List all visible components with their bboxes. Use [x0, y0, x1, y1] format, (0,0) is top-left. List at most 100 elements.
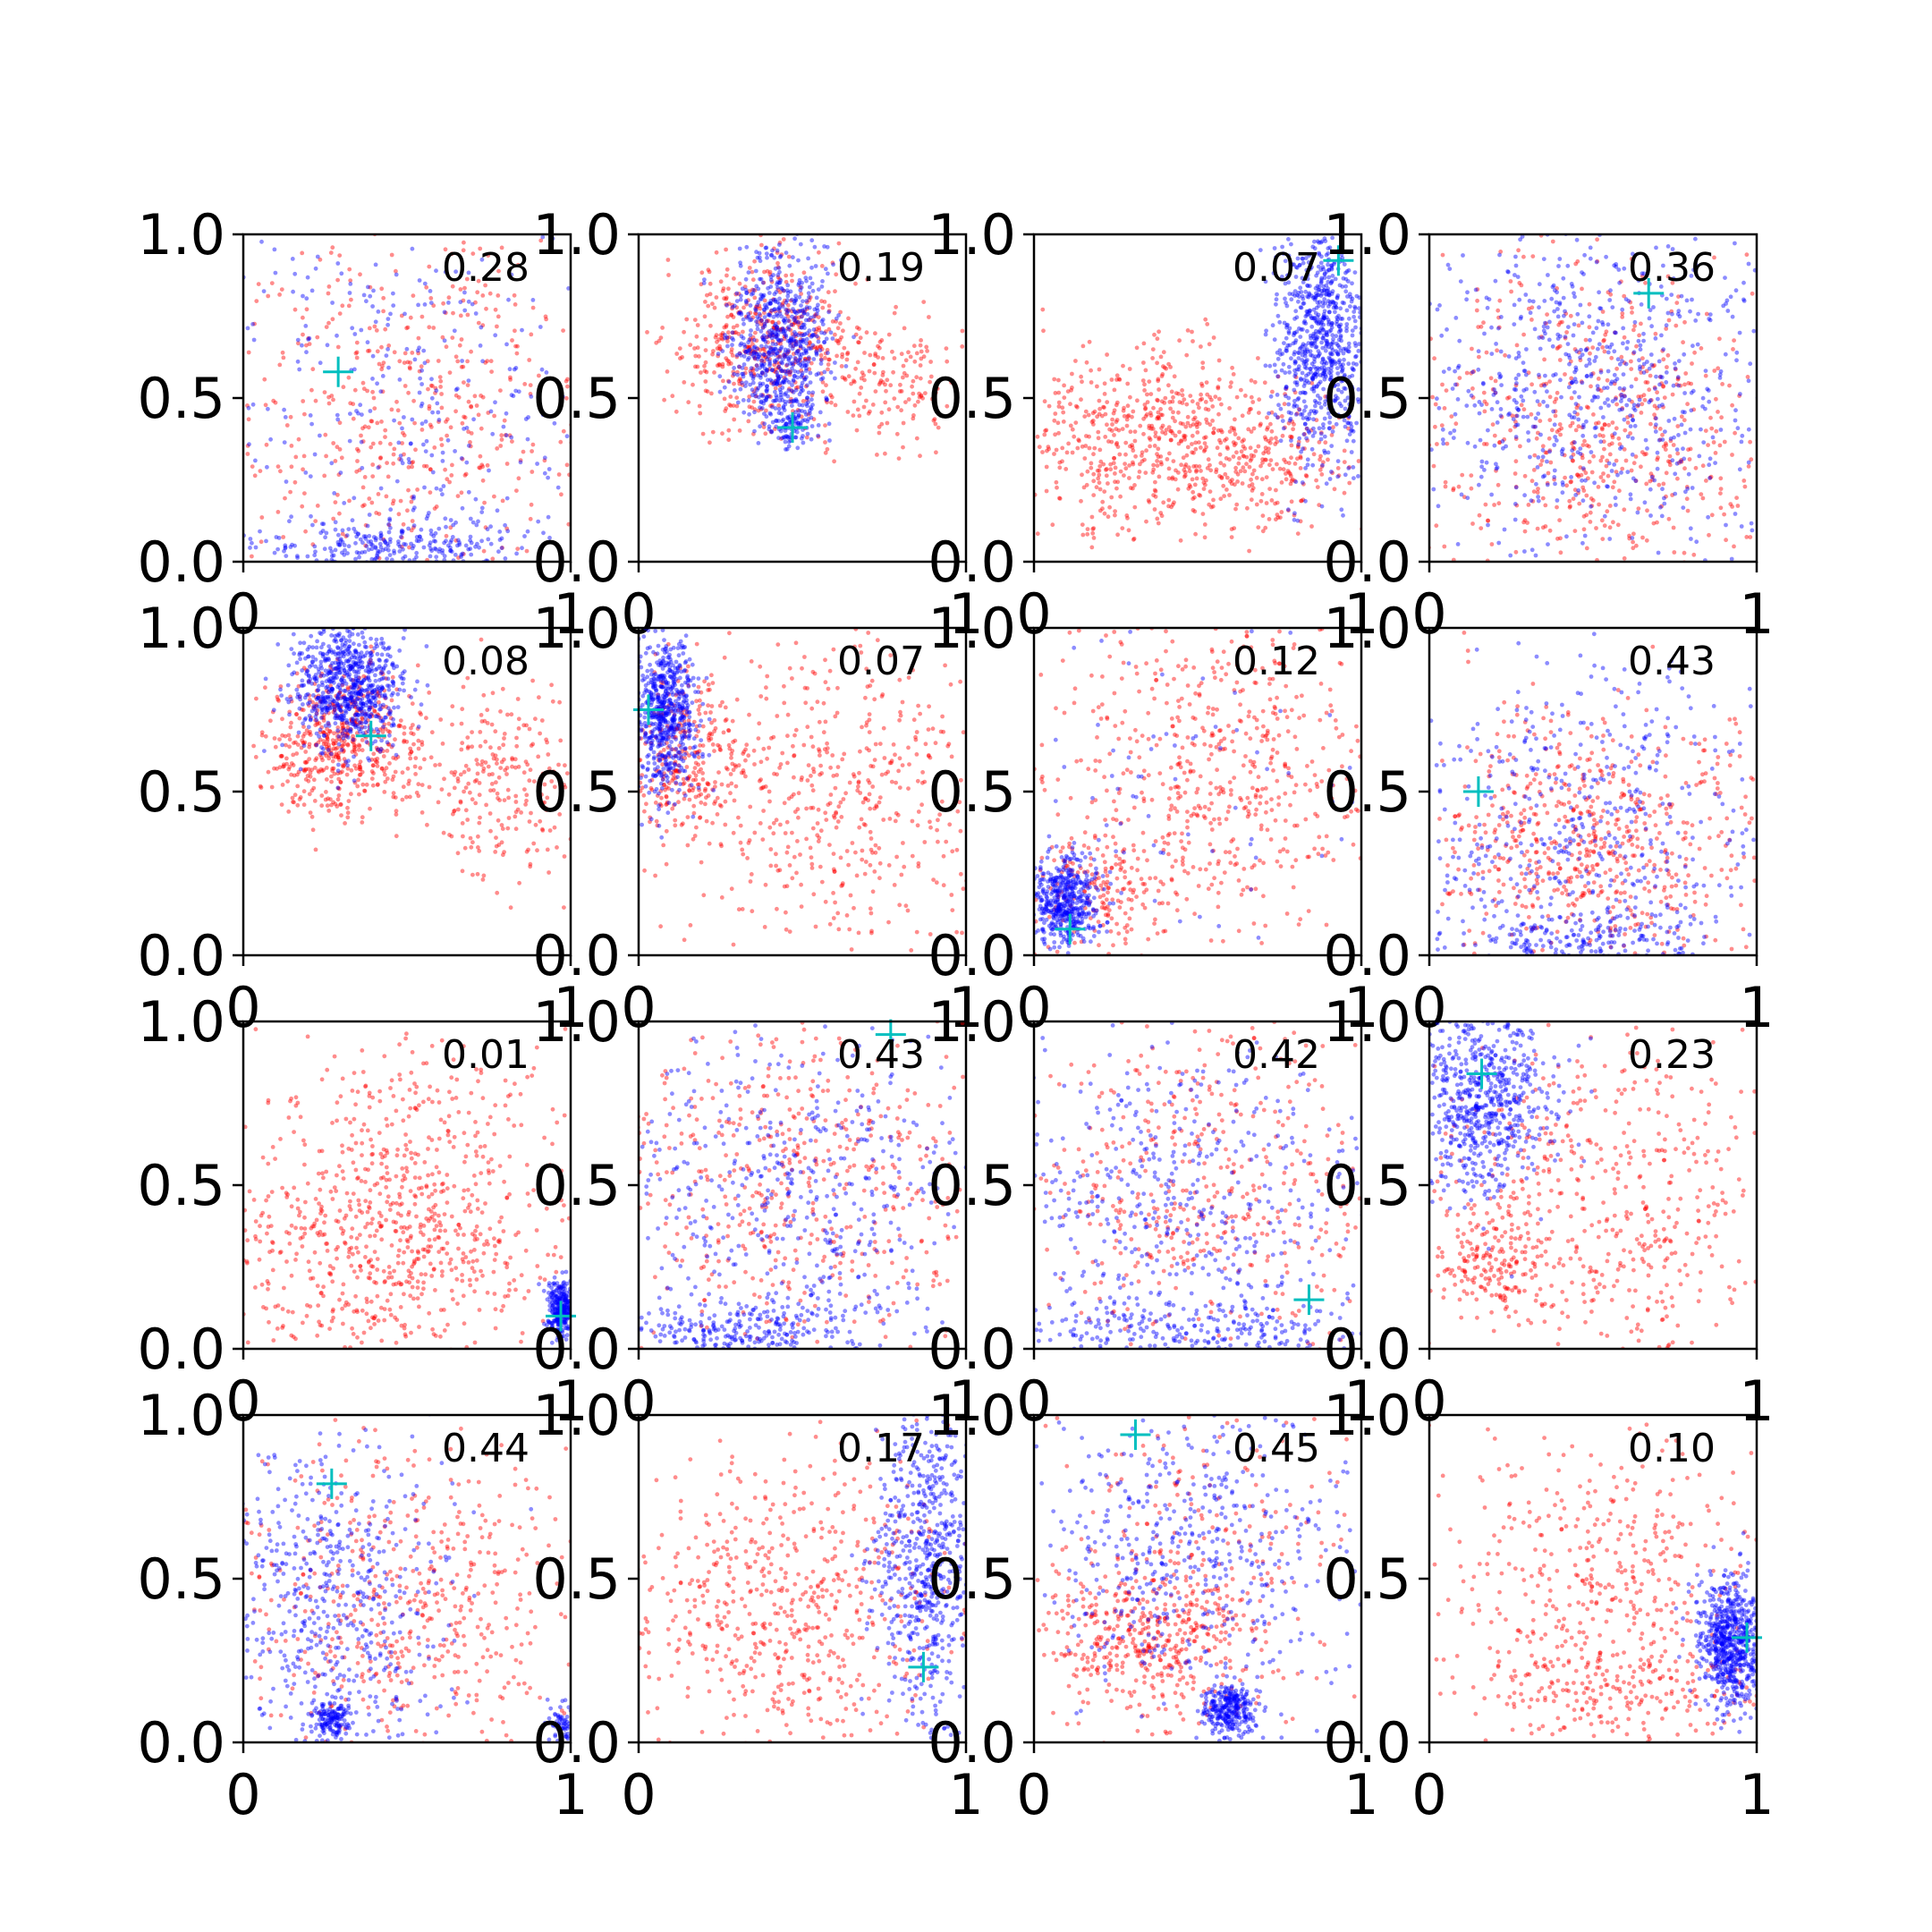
- blue-point: [1738, 392, 1742, 396]
- red-point: [800, 332, 805, 336]
- red-point: [1113, 479, 1117, 485]
- red-point: [722, 396, 727, 402]
- blue-point: [1658, 374, 1663, 379]
- blue-point: [1336, 360, 1342, 365]
- blue-point: [1507, 411, 1512, 416]
- red-point: [1102, 392, 1107, 396]
- blue-point: [1290, 262, 1295, 267]
- red-point: [1298, 519, 1303, 524]
- blue-point: [1322, 366, 1327, 370]
- blue-point: [1652, 478, 1657, 483]
- blue-point: [1678, 459, 1683, 464]
- red-point: [865, 277, 870, 282]
- blue-point: [792, 374, 797, 378]
- red-point: [1233, 417, 1237, 422]
- blue-point: [1318, 379, 1323, 385]
- red-point: [258, 469, 263, 473]
- blue-point: [1315, 300, 1320, 305]
- red-point: [516, 476, 521, 481]
- red-point: [780, 326, 784, 331]
- blue-point: [804, 350, 809, 355]
- blue-point: [758, 375, 763, 380]
- blue-point: [1318, 405, 1324, 410]
- blue-point: [329, 549, 335, 555]
- blue-point: [1717, 372, 1723, 377]
- blue-point: [775, 379, 780, 385]
- red-point: [1153, 479, 1157, 485]
- blue-point: [354, 550, 360, 555]
- red-point: [411, 525, 416, 530]
- blue-point: [1729, 556, 1734, 562]
- blue-point: [360, 540, 365, 546]
- blue-point: [462, 308, 468, 313]
- blue-point: [1289, 356, 1293, 361]
- blue-point: [350, 326, 355, 331]
- blue-point: [1324, 252, 1329, 258]
- red-point: [1275, 374, 1281, 379]
- blue-point: [409, 441, 413, 446]
- red-point: [861, 404, 867, 410]
- red-point: [428, 422, 433, 428]
- red-point: [1095, 414, 1099, 419]
- red-point: [1171, 459, 1176, 463]
- blue-point: [1642, 500, 1648, 505]
- blue-point: [1713, 461, 1717, 465]
- blue-point: [1597, 342, 1602, 347]
- blue-point: [1495, 420, 1500, 425]
- blue-point: [361, 534, 367, 539]
- blue-point: [1286, 402, 1292, 407]
- blue-point: [1293, 371, 1298, 377]
- blue-point: [798, 309, 803, 313]
- blue-point: [1328, 373, 1334, 377]
- red-point: [1730, 504, 1734, 509]
- blue-point: [1733, 241, 1737, 246]
- red-point: [1145, 400, 1150, 404]
- red-point: [773, 369, 778, 375]
- blue-point: [1336, 324, 1342, 329]
- red-point: [746, 419, 751, 424]
- blue-point: [1567, 361, 1572, 367]
- blue-point: [396, 542, 401, 547]
- blue-point: [443, 269, 448, 275]
- red-point: [703, 300, 708, 304]
- blue-point: [1660, 487, 1665, 492]
- red-point: [1040, 450, 1045, 454]
- red-point: [1127, 476, 1131, 480]
- blue-point: [1309, 386, 1315, 392]
- blue-point: [1309, 409, 1314, 414]
- red-point: [746, 298, 750, 303]
- blue-point: [1601, 415, 1606, 419]
- blue-point: [1277, 319, 1283, 325]
- blue-point: [1299, 290, 1304, 294]
- red-point: [1169, 389, 1174, 394]
- blue-point: [809, 424, 815, 428]
- red-point: [1476, 325, 1481, 329]
- red-point: [357, 468, 362, 472]
- red-point: [1200, 476, 1206, 481]
- blue-point: [1325, 342, 1329, 347]
- red-point: [1746, 464, 1751, 469]
- blue-point: [823, 267, 828, 272]
- blue-point: [376, 548, 380, 554]
- blue-point: [387, 518, 393, 523]
- red-point: [1637, 333, 1641, 338]
- blue-point: [1623, 297, 1629, 301]
- blue-point: [1322, 309, 1327, 314]
- blue-point: [1441, 441, 1446, 446]
- red-point: [784, 308, 789, 313]
- blue-point: [1656, 396, 1660, 402]
- blue-point: [340, 528, 345, 533]
- blue-point: [1609, 379, 1614, 385]
- blue-point: [801, 434, 805, 438]
- red-point: [1664, 443, 1669, 448]
- blue-point: [778, 393, 784, 397]
- red-point: [790, 389, 794, 394]
- red-point: [1720, 382, 1724, 386]
- blue-point: [769, 252, 775, 258]
- blue-point: [775, 285, 780, 290]
- red-point: [805, 300, 809, 305]
- red-point: [1205, 466, 1210, 470]
- red-point: [1675, 476, 1680, 481]
- red-point: [1679, 414, 1684, 419]
- red-point: [1514, 503, 1520, 508]
